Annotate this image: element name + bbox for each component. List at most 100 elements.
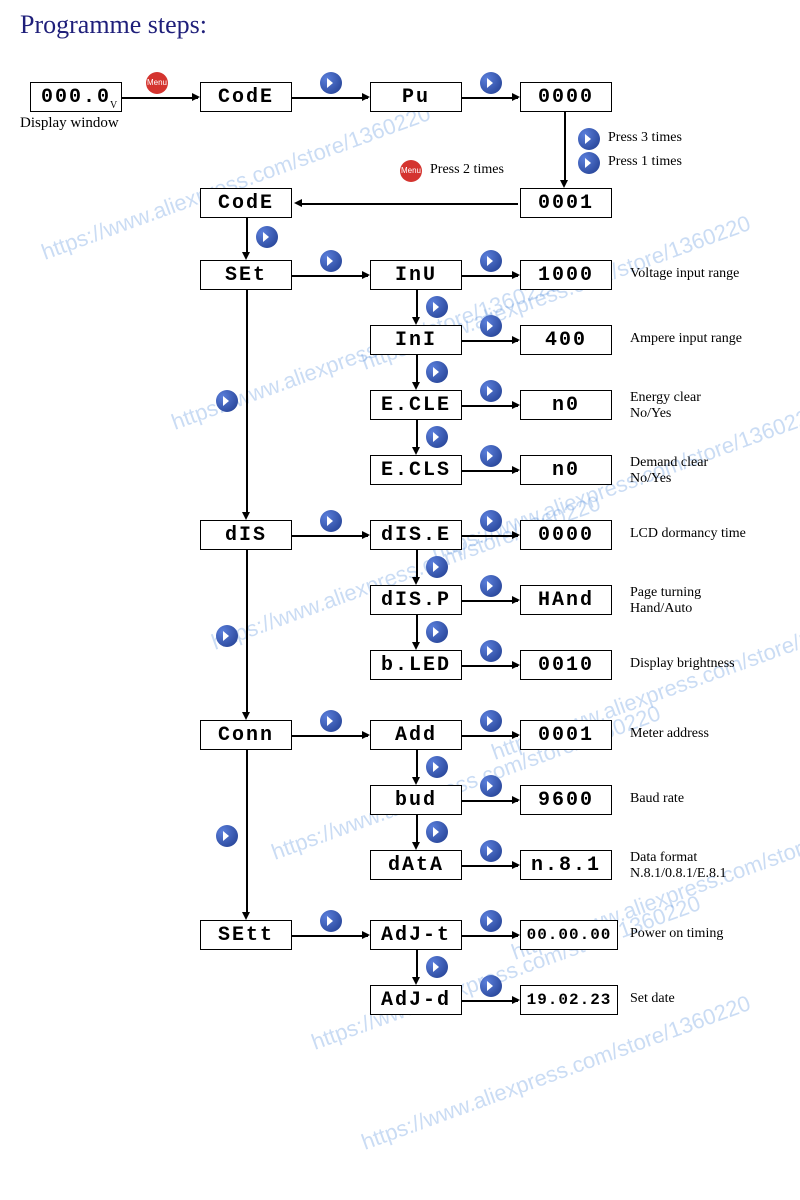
arrow [462,340,518,342]
arrow-head [242,712,250,720]
blue-button-icon [320,510,342,532]
blue-button-icon [480,775,502,797]
arrow [122,97,198,99]
caption-baud: Baud rate [630,791,684,807]
lcd-pu: Pu [370,82,462,112]
caption-demand-clear: Demand clear [630,455,708,471]
arrow-head [512,931,520,939]
arrow [246,290,248,516]
lcd-bud: bud [370,785,462,815]
lcd-inu: InU [370,260,462,290]
arrow-head [242,512,250,520]
arrow [416,815,418,845]
caption-press2: Press 2 times [430,162,504,178]
arrow-head [294,199,302,207]
lcd-no2: n0 [520,455,612,485]
blue-button-icon [480,840,502,862]
arrow-head [512,531,520,539]
lcd-sett: SEtt [200,920,292,950]
arrow [246,550,248,716]
lcd-dis: dIS [200,520,292,550]
lcd-date: 19.02.23 [520,985,618,1015]
lcd-ini: InI [370,325,462,355]
arrow [462,735,518,737]
arrow-head [362,93,370,101]
lcd-0001b: 0001 [520,720,612,750]
watermark: https://www.aliexpress.com/store/1360220 [208,490,604,655]
arrow [416,290,418,320]
arrow [292,935,368,937]
menu-button-icon: Menu [146,72,168,94]
caption-display-window: Display window [20,115,119,132]
lcd-hand: HAnd [520,585,612,615]
arrow-head [512,271,520,279]
arrow-head [242,252,250,260]
arrow-head [512,661,520,669]
arrow-head [412,447,420,455]
blue-button-icon [426,621,448,643]
blue-button-icon [480,910,502,932]
blue-button-icon [480,510,502,532]
blue-button-icon [480,380,502,402]
arrow-head [412,842,420,850]
page-title: Programme steps: [20,10,207,40]
caption-power-on: Power on timing [630,926,723,942]
arrow [462,405,518,407]
arrow-head [512,861,520,869]
arrow-head [412,777,420,785]
caption-meter-addr: Meter address [630,726,709,742]
arrow [462,935,518,937]
lcd-9600: 9600 [520,785,612,815]
arrow [246,218,248,256]
lcd-n81: n.8.1 [520,850,612,880]
arrow-head [512,796,520,804]
diagram-canvas: Programme steps: https://www.aliexpress.… [0,0,800,1200]
lcd-data: dAtA [370,850,462,880]
blue-button-icon [320,710,342,732]
caption-press1: Press 1 times [608,154,682,170]
blue-button-icon [578,152,600,174]
lcd-no: n0 [520,390,612,420]
blue-button-icon [256,226,278,248]
blue-button-icon [480,315,502,337]
arrow [462,600,518,602]
blue-button-icon [216,825,238,847]
blue-button-icon [426,296,448,318]
blue-button-icon [426,956,448,978]
blue-button-icon [216,390,238,412]
arrow-head [560,180,568,188]
lcd-start: 000.0 [30,82,122,112]
enter-button-icon [480,72,502,94]
arrow [462,275,518,277]
arrow-head [512,731,520,739]
blue-button-icon [426,361,448,383]
caption-set-date: Set date [630,991,675,1007]
lcd-dise: dIS.E [370,520,462,550]
arrow [416,550,418,580]
caption-handauto: Hand/Auto [630,601,692,617]
caption-ampere: Ampere input range [630,331,742,347]
arrow [462,800,518,802]
blue-button-icon [578,128,600,150]
arrow-head [512,93,520,101]
lcd-conn: Conn [200,720,292,750]
blue-button-icon [320,250,342,272]
arrow-head [362,531,370,539]
arrow-head [412,577,420,585]
arrow-head [512,336,520,344]
blue-button-icon [320,910,342,932]
lcd-0010: 0010 [520,650,612,680]
caption-data-fmt2: N.8.1/0.8.1/E.8.1 [630,866,726,882]
lcd-set: SEt [200,260,292,290]
lcd-000000: 00.00.00 [520,920,618,950]
arrow-head [412,317,420,325]
caption-noyes2: No/Yes [630,471,671,487]
arrow [292,735,368,737]
arrow [462,470,518,472]
watermark: https://www.aliexpress.com/store/1360220 [358,990,754,1155]
arrow [462,535,518,537]
arrow [416,420,418,450]
caption-press3: Press 3 times [608,130,682,146]
v-subscript: V [110,100,117,111]
lcd-code: CodE [200,82,292,112]
